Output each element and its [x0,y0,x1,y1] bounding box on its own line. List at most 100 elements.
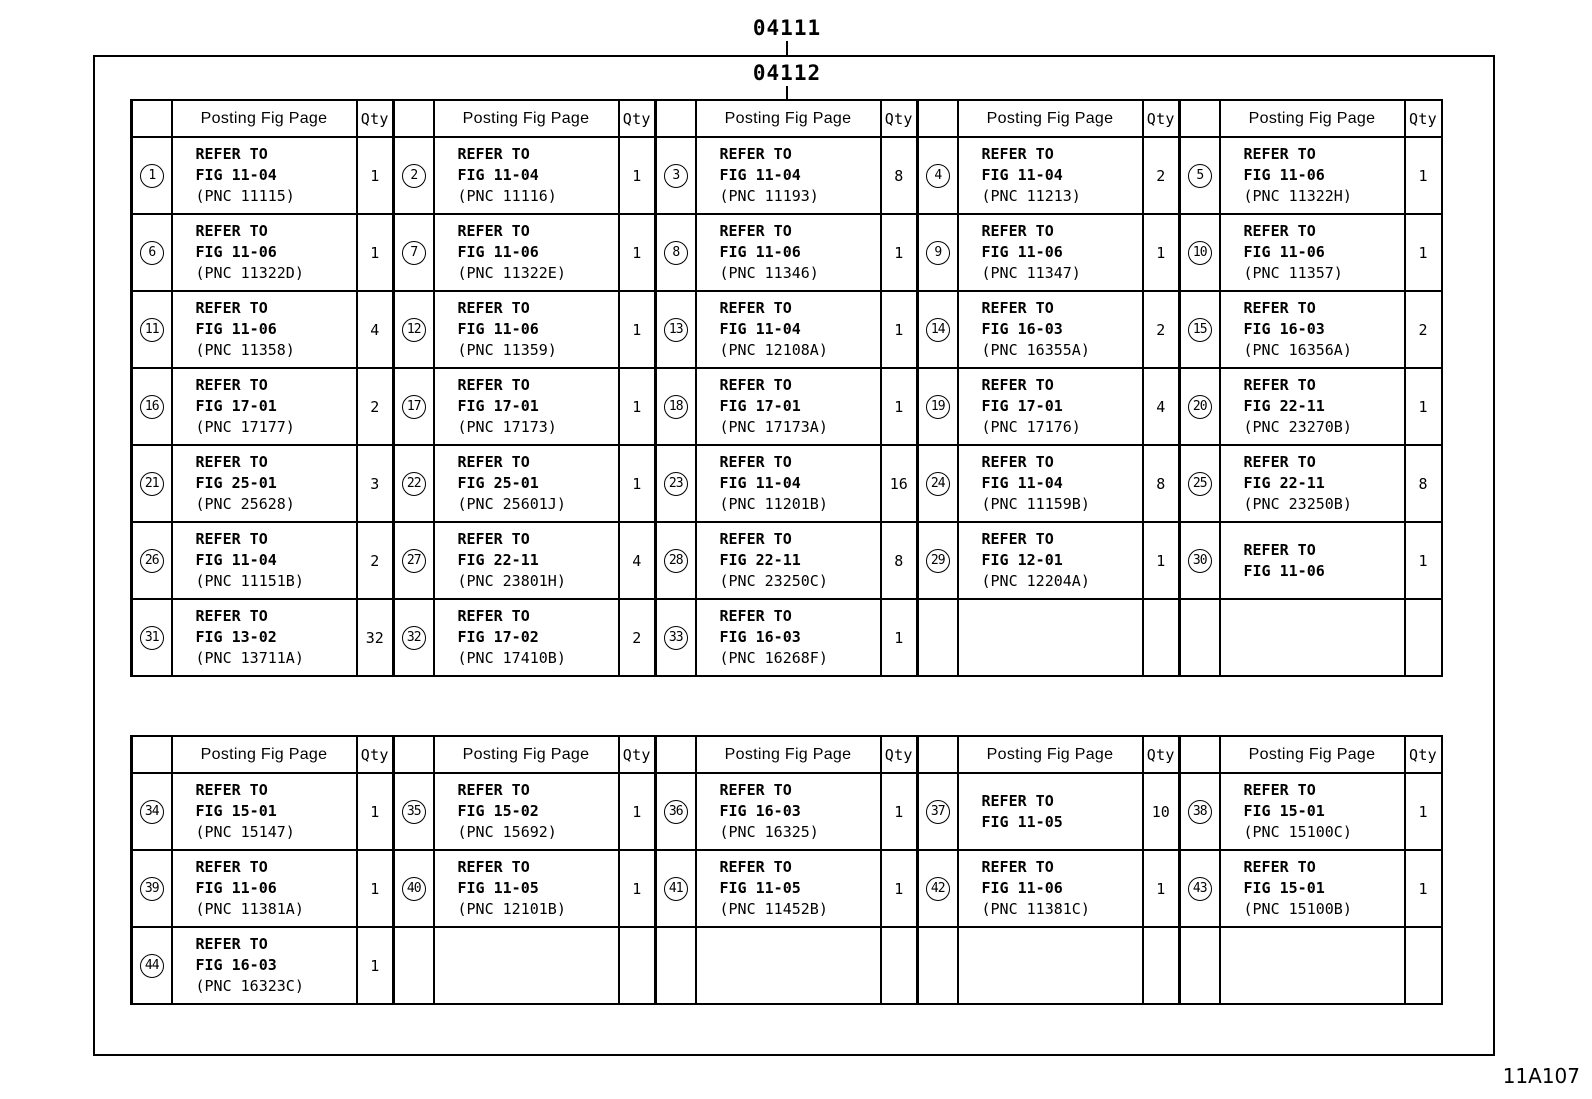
posting-line: (PNC 17177) [195,418,295,436]
posting-line: FIG 11-06 [1243,561,1325,580]
posting-line: FIG 11-04 [719,474,801,492]
qty-value: 1 [894,628,904,647]
qty-cell [1403,598,1443,677]
posting-line: (PNC 11322H) [1243,187,1352,205]
posting-fig-page-header: Posting Fig Page [170,735,358,774]
qty-cell: 1 [617,849,657,928]
posting-line: (PNC 12108A) [719,341,828,359]
qty-cell: 1 [355,136,395,215]
posting-cell: REFER TO FIG 17-01 (PNC 17173) [432,367,620,446]
qty-cell: 8 [1403,444,1443,523]
posting-fig-page-header: Posting Fig Page [432,99,620,138]
qty-cell: 1 [355,213,395,292]
posting-line: FIG 17-01 [195,397,277,415]
posting-text: REFER TO FIG 16-03 (PNC 16355A) [959,298,1142,361]
badge-cell: 16 [130,367,173,446]
table-row: 6 REFER TO FIG 11-06 (PNC 11322D) 1 7 REFER TO… [130,213,1443,292]
posting-cell: REFER TO FIG 13-02 (PNC 13711A) [170,598,358,677]
posting-cell: REFER TO FIG 15-02 (PNC 15692) [432,772,620,851]
posting-cell [694,926,882,1005]
posting-line: FIG 11-04 [981,166,1063,184]
qty-value: 2 [1156,166,1166,185]
posting-cell: REFER TO FIG 11-05 (PNC 12101B) [432,849,620,928]
posting-text: REFER TO FIG 16-03 (PNC 16323C) [173,934,356,997]
posting-fig-page-header: Posting Fig Page [1218,735,1406,774]
posting-cell: REFER TO FIG 16-03 (PNC 16323C) [170,926,358,1005]
qty-cell: 1 [1141,849,1181,928]
posting-line: FIG 15-02 [457,802,539,820]
qty-value: 2 [1418,320,1428,339]
posting-line: (PNC 11159B) [981,495,1090,513]
posting-line: (PNC 11193) [719,187,819,205]
item-number-badge: 26 [139,548,164,573]
posting-line: (PNC 16323C) [195,977,304,995]
item-number-badge: 23 [663,471,688,496]
qty-cell: 1 [879,849,919,928]
posting-line: FIG 16-03 [1243,320,1325,338]
posting-line: REFER TO [195,376,268,394]
posting-line: (PNC 15100B) [1243,900,1352,918]
posting-line: REFER TO [719,607,792,625]
badge-cell: 13 [654,290,697,369]
qty-value: 4 [1156,397,1166,416]
posting-line: REFER TO [719,453,792,471]
qty-cell: 1 [1403,849,1443,928]
qty-cell: 4 [617,521,657,600]
item-number-badge: 8 [663,240,688,265]
badge-header-cell [916,735,959,774]
item-number-badge: 25 [1187,471,1212,496]
posting-line: REFER TO [457,858,530,876]
table-row: 16 REFER TO FIG 17-01 (PNC 17177) 2 17 REFER T… [130,367,1443,446]
posting-line: REFER TO [981,453,1054,471]
posting-line: REFER TO [457,781,530,799]
posting-line: (PNC 13711A) [195,649,304,667]
posting-line: REFER TO [981,530,1054,548]
qty-header: Qty [1403,735,1443,774]
posting-line: (PNC 11347) [981,264,1081,282]
qty-header: Qty [617,99,657,138]
posting-cell [1218,598,1406,677]
posting-text: REFER TO FIG 17-02 (PNC 17410B) [435,606,618,669]
qty-cell: 2 [1141,290,1181,369]
posting-line: FIG 25-01 [457,474,539,492]
qty-value: 10 [1151,802,1170,821]
item-number-badge: 44 [139,953,164,978]
qty-value: 1 [1156,551,1166,570]
posting-cell: REFER TO FIG 11-05 (PNC 11452B) [694,849,882,928]
badge-header-cell [392,735,435,774]
posting-line: REFER TO [981,299,1054,317]
qty-value: 1 [894,802,904,821]
posting-fig-page-header: Posting Fig Page [432,735,620,774]
posting-text: REFER TO FIG 11-04 (PNC 11201B) [697,452,880,515]
item-number-badge: 39 [139,876,164,901]
badge-cell: 27 [392,521,435,600]
qty-cell: 1 [617,444,657,523]
posting-line: FIG 11-06 [981,243,1063,261]
table-row: 26 REFER TO FIG 11-04 (PNC 11151B) 2 27 REFER … [130,521,1443,600]
qty-value: 1 [1418,243,1428,262]
posting-line: FIG 11-06 [1243,243,1325,261]
qty-header: Qty [879,99,919,138]
badge-cell: 9 [916,213,959,292]
qty-value: 3 [370,474,380,493]
posting-line: REFER TO [1243,858,1316,876]
qty-value: 8 [1156,474,1166,493]
posting-line: (PNC 17410B) [457,649,566,667]
qty-value: 1 [370,243,380,262]
sheet-reference-code: 11A107 [1502,1064,1580,1088]
posting-line: REFER TO [719,781,792,799]
posting-text: REFER TO FIG 11-04 (PNC 11193) [697,144,880,207]
qty-cell: 8 [879,521,919,600]
qty-cell: 2 [355,521,395,600]
badge-cell: 35 [392,772,435,851]
badge-header-cell [654,735,697,774]
posting-cell [1218,926,1406,1005]
qty-cell: 1 [1403,213,1443,292]
item-number-badge: 6 [139,240,164,265]
posting-line: REFER TO [457,299,530,317]
code-pointer-line [786,86,788,99]
posting-cell: REFER TO FIG 11-06 (PNC 11322D) [170,213,358,292]
badge-cell: 17 [392,367,435,446]
posting-line: (PNC 15147) [195,823,295,841]
posting-line: (PNC 11213) [981,187,1081,205]
